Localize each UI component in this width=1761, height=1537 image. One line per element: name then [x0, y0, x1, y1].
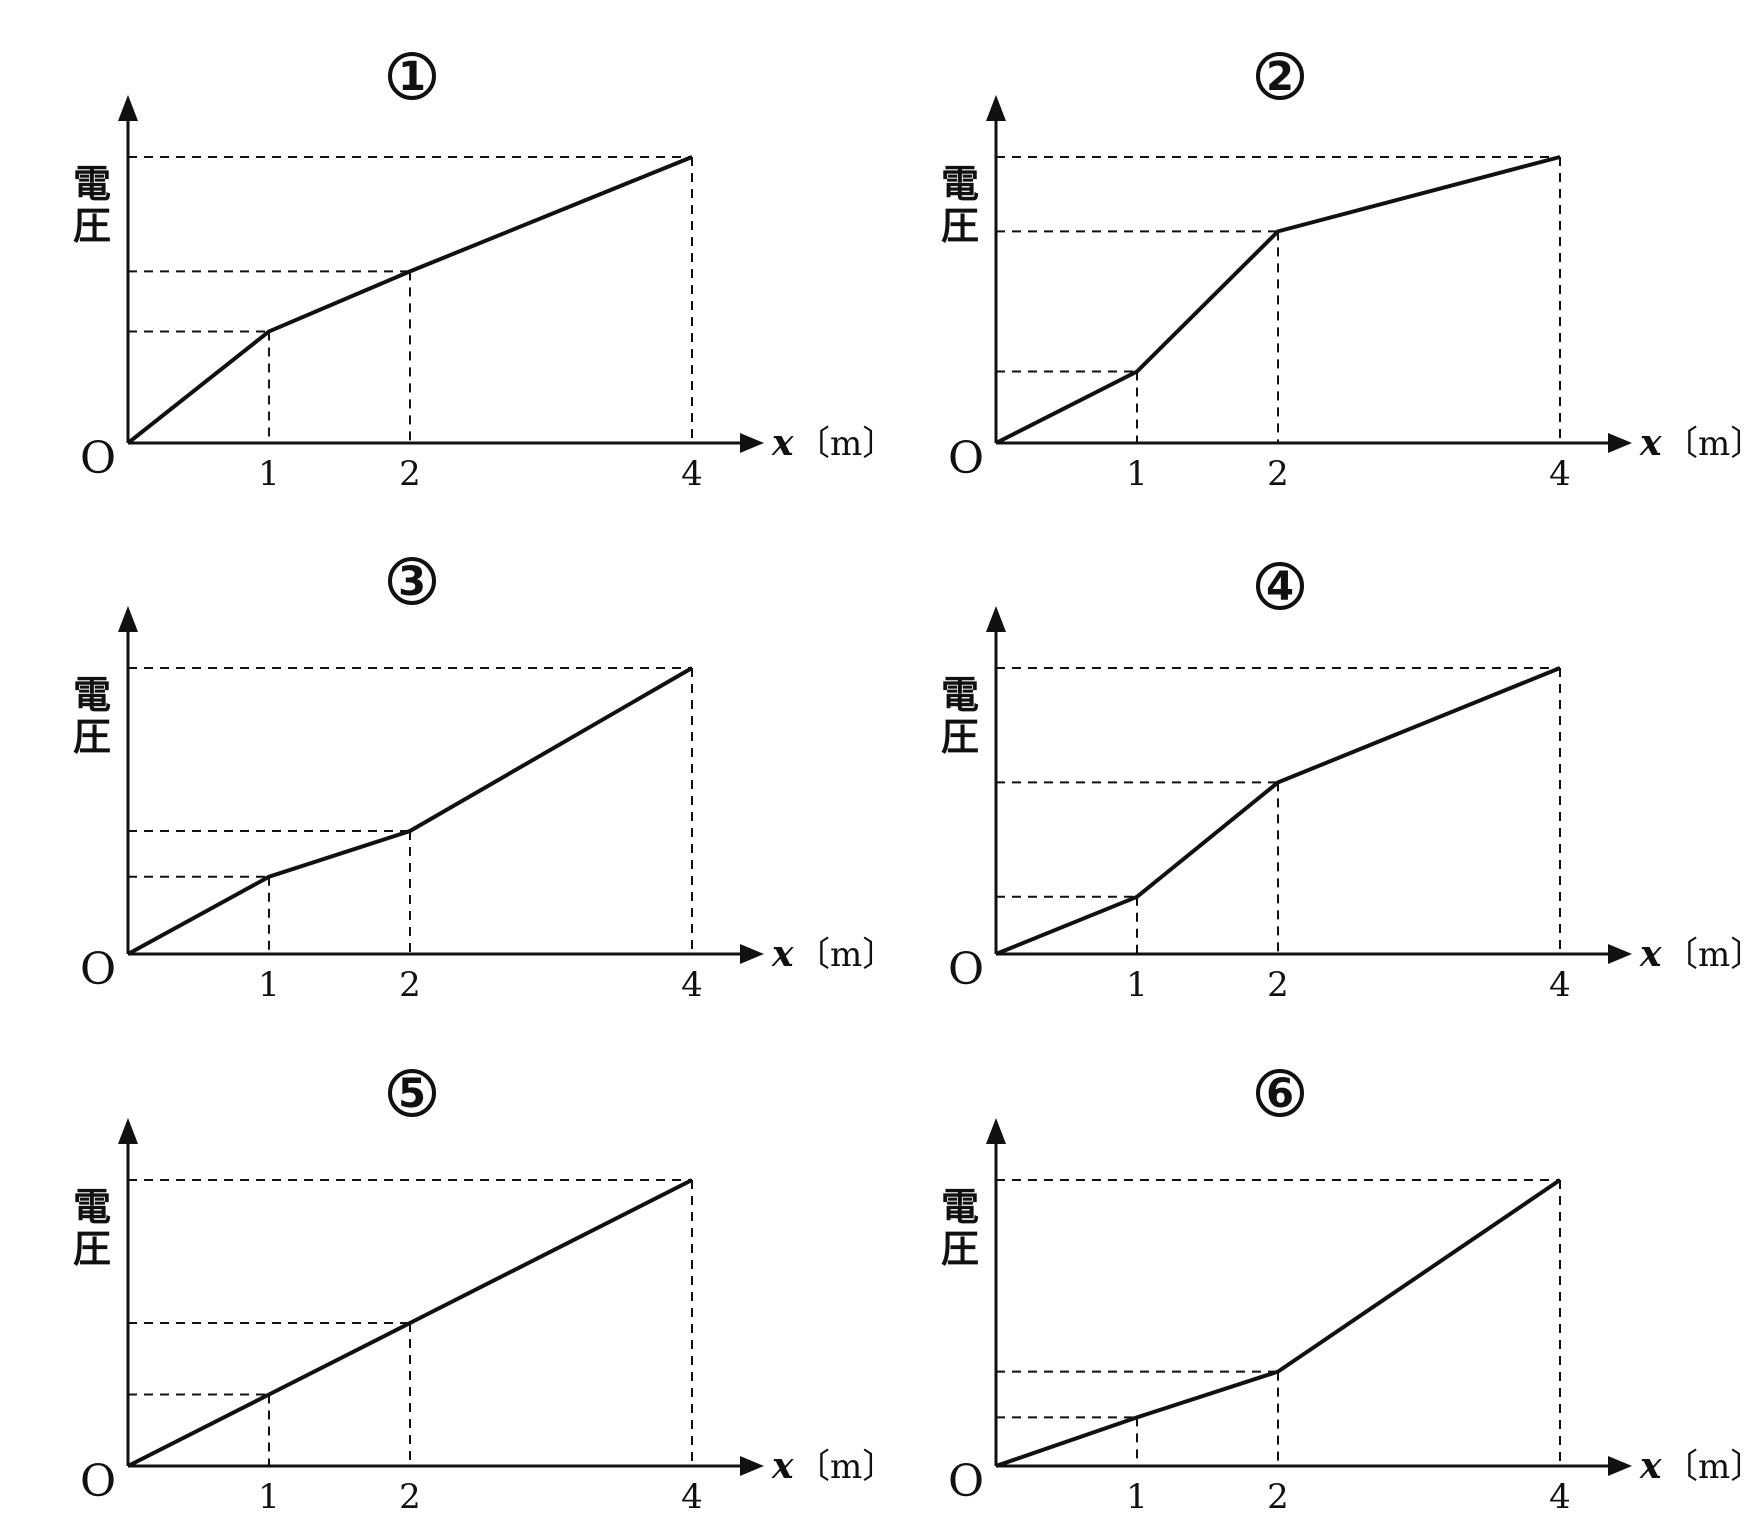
x-tick-label: 1 [1126, 965, 1148, 1005]
x-axis-unit: 〔m〕 [796, 935, 896, 975]
x-tick-label: 2 [1267, 965, 1289, 1005]
x-tick-label: 2 [1267, 1477, 1289, 1517]
x-tick-label: 1 [1126, 1477, 1148, 1517]
x-tick-label: 4 [681, 454, 703, 494]
x-axis-arrow-icon [1608, 433, 1632, 453]
voltage-series-line [995, 1178, 1562, 1468]
x-tick-label: 1 [258, 965, 280, 1005]
x-axis-label: x [771, 422, 794, 464]
y-axis-label: 電 [941, 1185, 979, 1229]
y-axis-arrow-icon [118, 606, 138, 632]
voltage-series-line [127, 1178, 693, 1468]
y-axis-label: 圧 [73, 1227, 111, 1271]
y-axis-arrow-icon [118, 95, 138, 121]
chart-title-circle [1256, 1069, 1304, 1117]
chart-panel-5: 5 1 2 4 O x 〔m〕 電圧 [73, 1069, 896, 1517]
x-tick-label: 4 [1549, 454, 1571, 494]
x-tick-label: 2 [399, 454, 421, 494]
x-axis-label: x [1639, 422, 1662, 464]
y-axis-label: 電 [73, 1185, 111, 1229]
chart-title-circle [1256, 562, 1304, 610]
x-tick-label: 2 [1267, 454, 1289, 494]
y-axis-label: 圧 [73, 715, 111, 759]
chart-title-circle [1256, 52, 1304, 100]
y-axis-label: 圧 [941, 204, 979, 248]
voltage-series-line [995, 155, 1561, 445]
x-tick-label: 1 [258, 1477, 280, 1517]
y-axis-label: 圧 [941, 715, 979, 759]
chart-title: 3 [398, 559, 426, 605]
chart-panel-4: 4 1 2 4 O x 〔m〕 電圧 [941, 562, 1761, 1005]
origin-label: O [948, 1456, 984, 1507]
x-axis-unit: 〔m〕 [1664, 1447, 1761, 1487]
origin-label: O [80, 433, 116, 484]
x-axis-label: x [1639, 1445, 1662, 1487]
y-axis-label: 電 [73, 162, 111, 206]
x-tick-label: 4 [1549, 1477, 1571, 1517]
x-axis-unit: 〔m〕 [1664, 424, 1761, 464]
chart-title: 1 [398, 54, 426, 100]
chart-title-circle [388, 557, 436, 605]
x-axis-arrow-icon [740, 944, 764, 964]
chart-title: 4 [1266, 564, 1294, 610]
chart-panel-6: 6 1 2 4 O x 〔m〕 電圧 [941, 1069, 1761, 1517]
origin-label: O [948, 944, 984, 995]
x-tick-label: 1 [258, 454, 280, 494]
y-axis-arrow-icon [986, 606, 1006, 632]
y-axis-label: 圧 [941, 1227, 979, 1271]
y-axis-label: 電 [73, 673, 111, 717]
x-tick-label: 4 [1549, 965, 1571, 1005]
x-axis-label: x [771, 1445, 794, 1487]
x-tick-label: 4 [681, 965, 703, 1005]
voltage-series-line [127, 666, 694, 956]
y-axis-label: 電 [941, 162, 979, 206]
origin-label: O [80, 1456, 116, 1507]
chart-title: 5 [398, 1071, 426, 1117]
chart-title: 6 [1266, 1071, 1294, 1117]
y-axis-arrow-icon [986, 1118, 1006, 1144]
x-axis-arrow-icon [1608, 944, 1632, 964]
chart-title-circle [388, 52, 436, 100]
x-axis-unit: 〔m〕 [796, 424, 896, 464]
x-axis-arrow-icon [740, 1456, 764, 1476]
x-axis-unit: 〔m〕 [1664, 935, 1761, 975]
origin-label: O [80, 944, 116, 995]
x-axis-arrow-icon [1608, 1456, 1632, 1476]
y-axis-label: 電 [941, 673, 979, 717]
x-tick-label: 1 [1126, 454, 1148, 494]
chart-panel-1: 1 1 2 4 O x 〔m〕 電圧 [73, 52, 896, 494]
x-axis-label: x [771, 933, 794, 975]
x-tick-label: 4 [681, 1477, 703, 1517]
chart-title: 2 [1266, 54, 1294, 100]
voltage-series-line [126, 155, 693, 445]
origin-label: O [948, 433, 984, 484]
voltage-series-line [995, 666, 1561, 956]
y-axis-arrow-icon [118, 1118, 138, 1144]
x-axis-label: x [1639, 933, 1662, 975]
chart-panel-2: 2 1 2 4 O x 〔m〕 電圧 [941, 52, 1761, 494]
chart-panel-3: 3 1 2 4 O x 〔m〕 電圧 [73, 557, 896, 1005]
y-axis-label: 圧 [73, 204, 111, 248]
x-axis-arrow-icon [740, 433, 764, 453]
x-tick-label: 2 [399, 965, 421, 1005]
chart-title-circle [388, 1069, 436, 1117]
y-axis-arrow-icon [986, 95, 1006, 121]
x-axis-unit: 〔m〕 [796, 1447, 896, 1487]
x-tick-label: 2 [399, 1477, 421, 1517]
